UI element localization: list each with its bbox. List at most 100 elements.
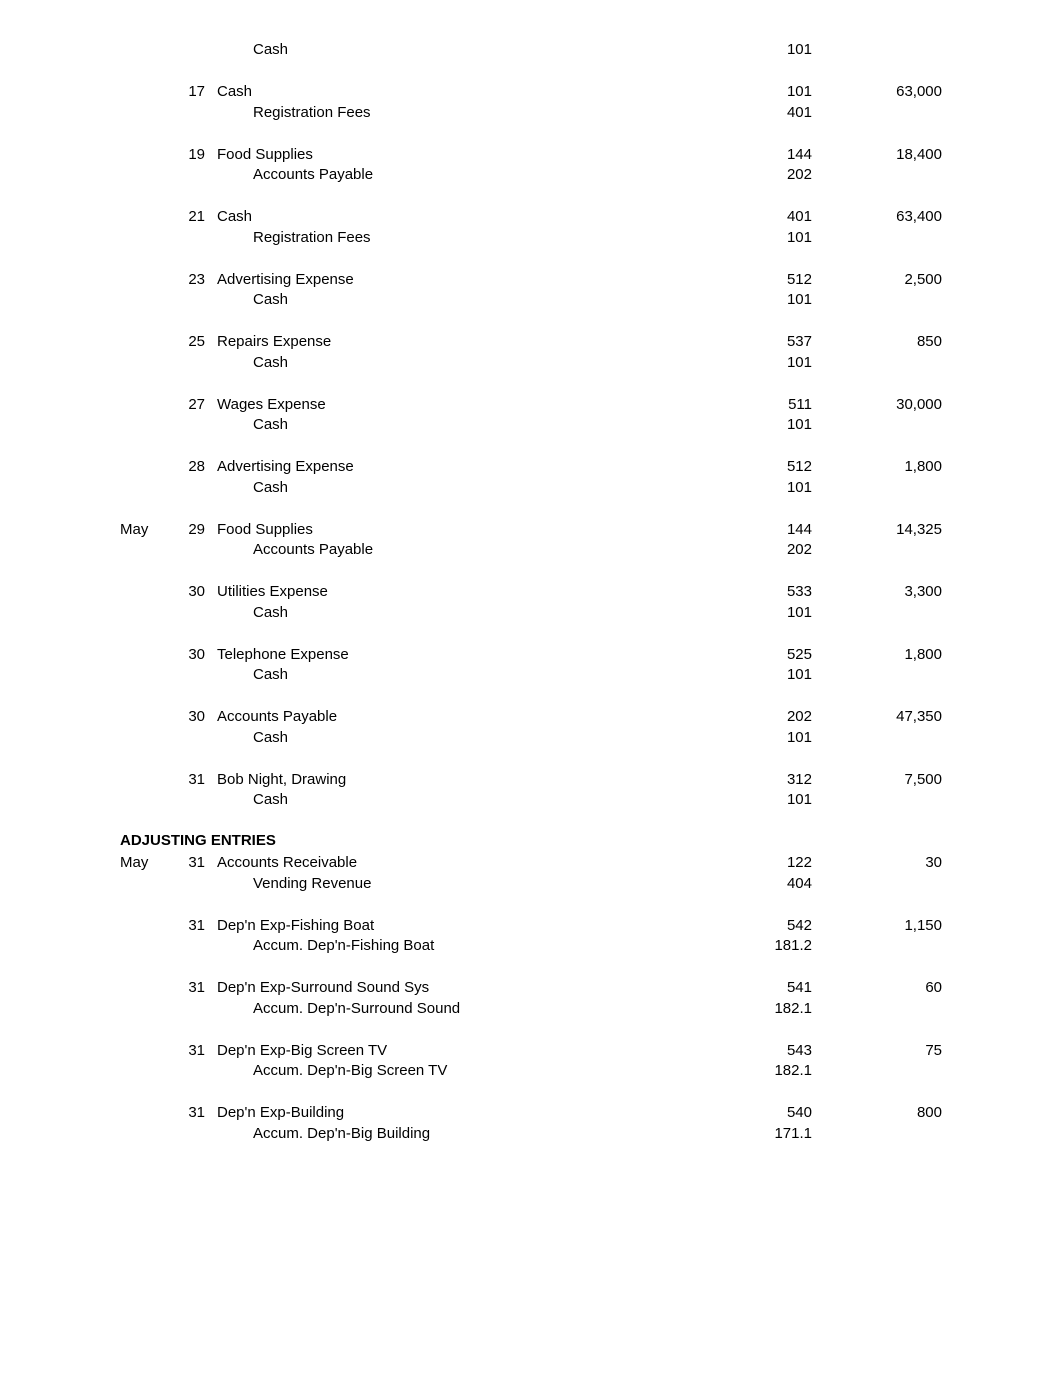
description-cell: Cash [213,40,742,60]
journal-entry: 17Cash10163,000Registration Fees401 [120,82,942,123]
account-number-cell: 101 [742,290,812,310]
journal-line: May31Accounts Receivable12230 [120,853,942,873]
description-cell: Advertising Expense [213,270,742,290]
journal-line: 25Repairs Expense537850 [120,332,942,352]
day-cell: 17 [170,82,213,102]
description-cell: Cash [213,728,742,748]
account-number-cell: 101 [742,665,812,685]
account-number-cell: 543 [742,1041,812,1061]
journal-line: 31Dep'n Exp-Surround Sound Sys54160 [120,978,942,998]
description-cell: Accounts Receivable [213,853,742,873]
amount-cell: 1,150 [812,916,942,936]
account-number-cell: 101 [742,478,812,498]
account-number-cell: 401 [742,207,812,227]
journal-entry: 21Cash40163,400 Registration Fees101 [120,207,942,248]
journal-entry: 28Advertising Expense5121,800Cash101 [120,457,942,498]
description-cell: Accum. Dep'n-Surround Sound [213,999,742,1019]
account-number-cell: 101 [742,790,812,810]
account-number-cell: 101 [742,728,812,748]
description-cell: Cash [213,353,742,373]
amount-cell: 850 [812,332,942,352]
account-number-cell: 101 [742,82,812,102]
journal-line: Cash101 [120,415,942,435]
account-number-cell: 540 [742,1103,812,1123]
journal-entries: Cash10117Cash10163,000Registration Fees4… [120,40,942,810]
journal-line: Cash101 [120,665,942,685]
day-cell: 30 [170,582,213,602]
description-cell: Accum. Dep'n-Big Building [213,1124,742,1144]
amount-cell: 1,800 [812,457,942,477]
description-cell: Accum. Dep'n-Big Screen TV [213,1061,742,1081]
journal-entry: 31Dep'n Exp-Surround Sound Sys54160Accum… [120,978,942,1019]
journal-line: Accounts Payable202 [120,165,942,185]
journal-entry: 30Telephone Expense5251,800Cash101 [120,645,942,686]
journal-line: Accum. Dep'n-Fishing Boat181.2 [120,936,942,956]
description-cell: Accounts Payable [213,540,742,560]
amount-cell: 18,400 [812,145,942,165]
description-cell: Dep'n Exp-Big Screen TV [213,1041,742,1061]
day-cell: 31 [170,916,213,936]
journal-line: Accum. Dep'n-Big Screen TV182.1 [120,1061,942,1081]
account-number-cell: 202 [742,707,812,727]
journal-line: 19Food Supplies14418,400 [120,145,942,165]
amount-cell: 30,000 [812,395,942,415]
day-cell: 31 [170,1041,213,1061]
description-cell: Dep'n Exp-Fishing Boat [213,916,742,936]
account-number-cell: 101 [742,228,812,248]
description-cell: Cash [213,790,742,810]
day-cell: 28 [170,457,213,477]
journal-line: 30Accounts Payable20247,350 [120,707,942,727]
journal-line: 27Wages Expense51130,000 [120,395,942,415]
adjusting-entries-heading: ADJUSTING ENTRIES [120,832,942,849]
amount-cell: 1,800 [812,645,942,665]
journal-entry: 25Repairs Expense537850Cash101 [120,332,942,373]
journal-line: May29Food Supplies14414,325 [120,520,942,540]
account-number-cell: 312 [742,770,812,790]
journal-line: Cash101 [120,40,942,60]
description-cell: Repairs Expense [213,332,742,352]
day-cell: 31 [170,1103,213,1123]
description-cell: Accounts Payable [213,707,742,727]
amount-cell: 47,350 [812,707,942,727]
journal-entry: 19Food Supplies14418,400Accounts Payable… [120,145,942,186]
journal-line: Cash101 [120,728,942,748]
month-cell: May [120,853,170,873]
journal-line: 17Cash10163,000 [120,82,942,102]
day-cell: 30 [170,645,213,665]
amount-cell: 30 [812,853,942,873]
account-number-cell: 122 [742,853,812,873]
account-number-cell: 512 [742,270,812,290]
amount-cell: 7,500 [812,770,942,790]
amount-cell: 2,500 [812,270,942,290]
description-cell: Registration Fees [213,103,742,123]
description-cell: Food Supplies [213,145,742,165]
account-number-cell: 171.1 [742,1124,812,1144]
description-cell: Accounts Payable [213,165,742,185]
amount-cell: 63,400 [812,207,942,227]
description-cell: Registration Fees [213,228,742,248]
description-cell: Cash [213,665,742,685]
description-cell: Accum. Dep'n-Fishing Boat [213,936,742,956]
day-cell: 29 [170,520,213,540]
account-number-cell: 512 [742,457,812,477]
account-number-cell: 511 [742,395,812,415]
day-cell: 31 [170,853,213,873]
journal-entry: May31Accounts Receivable12230Vending Rev… [120,853,942,894]
day-cell: 19 [170,145,213,165]
journal-line: 30Utilities Expense5333,300 [120,582,942,602]
account-number-cell: 101 [742,353,812,373]
account-number-cell: 542 [742,916,812,936]
amount-cell: 800 [812,1103,942,1123]
day-cell: 30 [170,707,213,727]
day-cell: 21 [170,207,213,227]
account-number-cell: 144 [742,520,812,540]
description-cell: Dep'n Exp-Surround Sound Sys [213,978,742,998]
journal-line: 31Bob Night, Drawing3127,500 [120,770,942,790]
description-cell: Cash [213,207,742,227]
journal-entry: 31Dep'n Exp-Big Screen TV54375Accum. Dep… [120,1041,942,1082]
account-number-cell: 401 [742,103,812,123]
account-number-cell: 182.1 [742,1061,812,1081]
journal-line: Cash101 [120,290,942,310]
journal-entry: 30Utilities Expense5333,300Cash101 [120,582,942,623]
journal-line: Cash101 [120,790,942,810]
